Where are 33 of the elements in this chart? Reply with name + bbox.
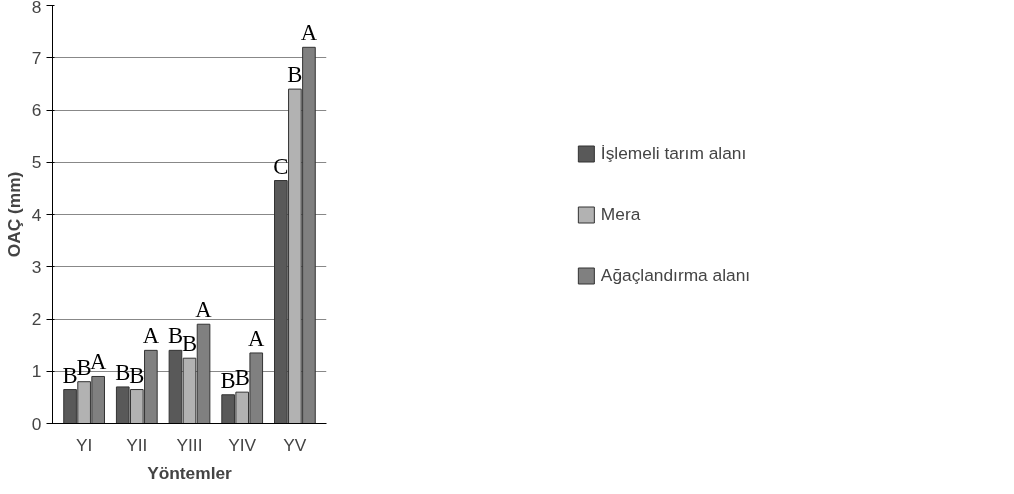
data-label: B bbox=[287, 62, 303, 88]
data-label: B bbox=[234, 365, 250, 391]
y-tick-label: 8 bbox=[31, 0, 42, 17]
y-tick-label: 0 bbox=[31, 413, 42, 434]
data-label: A bbox=[248, 325, 266, 351]
data-label: B bbox=[220, 367, 236, 393]
data-label: B bbox=[181, 331, 198, 357]
data-label: B bbox=[62, 362, 78, 388]
x-tick-label: YI bbox=[75, 434, 93, 455]
y-tick-label: 6 bbox=[31, 100, 42, 120]
y-tick-label: 2 bbox=[31, 309, 42, 329]
data-label: B bbox=[115, 359, 131, 385]
y-tick-label: 5 bbox=[31, 152, 42, 173]
y-tick-label: 3 bbox=[31, 256, 42, 277]
legend-label: Mera bbox=[600, 203, 641, 225]
legend-label: Ağaçlandırma alanı bbox=[600, 264, 751, 286]
x-tick-label: YV bbox=[283, 434, 307, 455]
legend-label: İşlemeli tarım alanı bbox=[600, 142, 747, 164]
data-label: B bbox=[167, 323, 184, 349]
data-label: B bbox=[76, 354, 92, 380]
y-axis-title: OAÇ (mm) bbox=[3, 171, 24, 258]
data-label: C bbox=[273, 153, 289, 179]
y-tick-label: 1 bbox=[31, 361, 42, 382]
x-tick-label: YII bbox=[126, 434, 148, 455]
y-tick-label: 7 bbox=[31, 47, 42, 68]
x-tick-label: YIV bbox=[228, 434, 257, 455]
data-label: A bbox=[142, 323, 160, 349]
data-label: B bbox=[129, 362, 145, 388]
data-label: A bbox=[195, 297, 213, 323]
x-tick-label: YIII bbox=[176, 434, 203, 455]
x-axis-title: Yöntemler bbox=[147, 462, 233, 483]
data-label: A bbox=[300, 20, 318, 46]
y-tick-label: 4 bbox=[31, 204, 42, 225]
